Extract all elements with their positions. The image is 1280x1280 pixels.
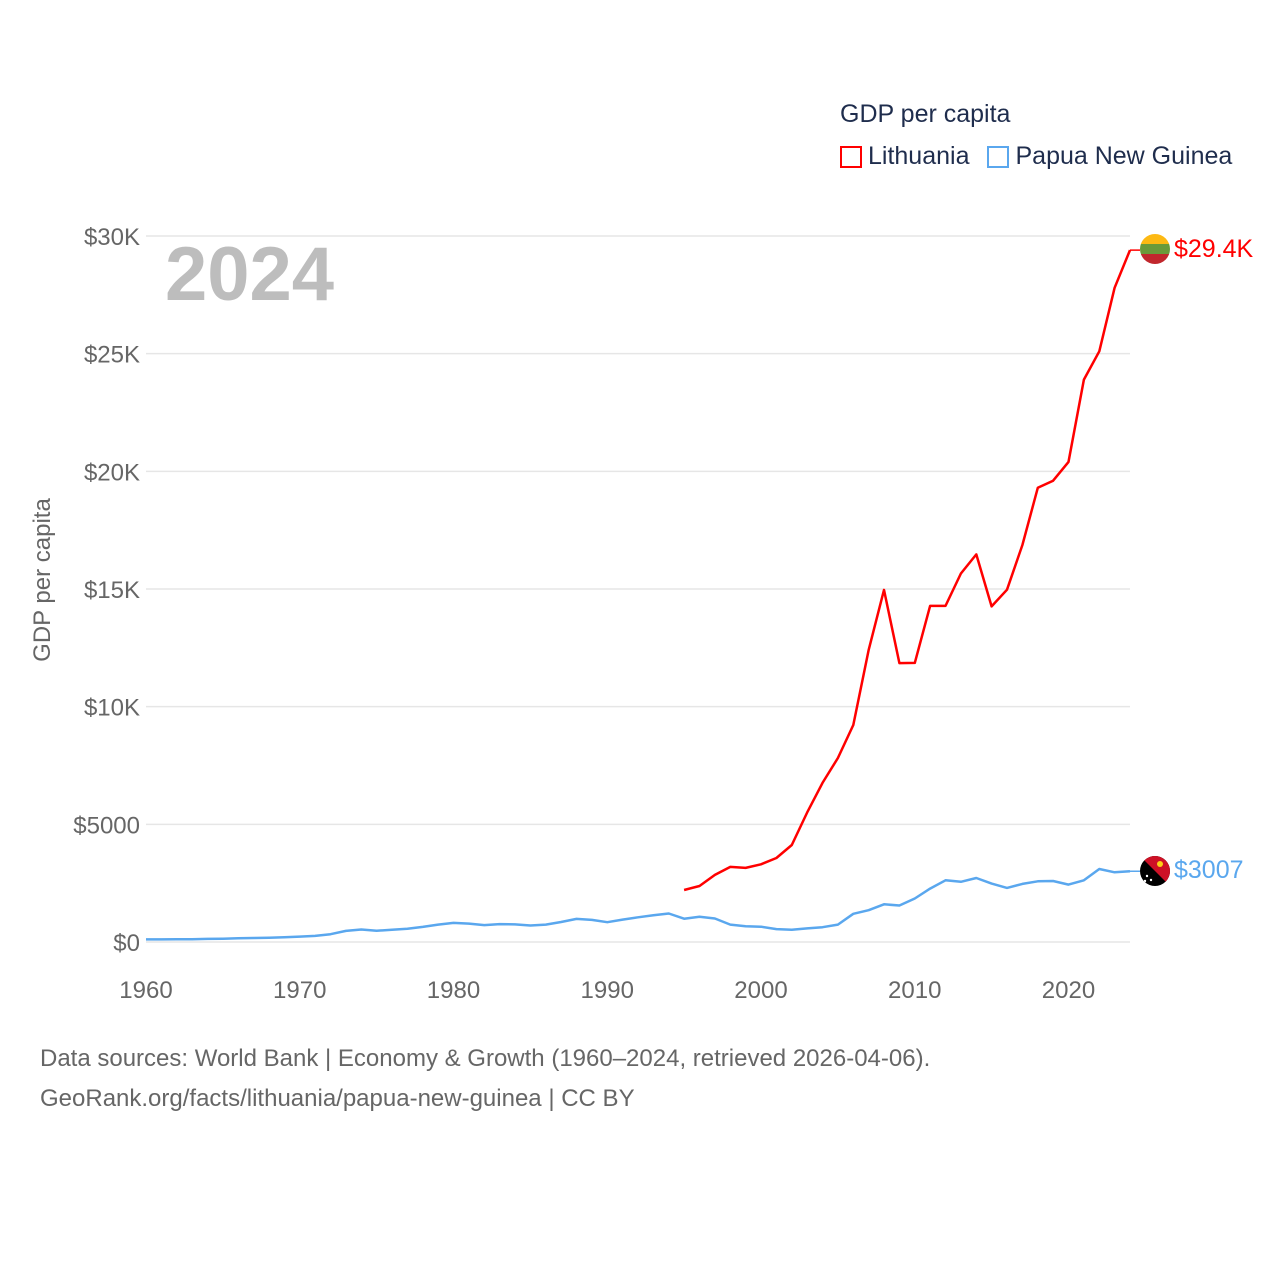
papua-new-guinea-end-label: $3007 bbox=[1174, 856, 1244, 884]
y-tick-label: $30K bbox=[84, 224, 140, 251]
legend-label: Lithuania bbox=[868, 142, 970, 170]
legend-swatch bbox=[987, 145, 1010, 168]
x-tick-label: 2020 bbox=[1042, 977, 1095, 1004]
legend-label: Papua New Guinea bbox=[1015, 142, 1233, 170]
lithuania-flag-icon bbox=[1140, 234, 1170, 264]
source-line-1: Data sources: World Bank | Economy & Gro… bbox=[40, 1045, 931, 1072]
y-tick-label: $25K bbox=[84, 342, 140, 369]
y-tick-label: $15K bbox=[84, 577, 140, 604]
lithuania-end-label: $29.4K bbox=[1174, 235, 1254, 263]
legend-item-lithuania[interactable]: Lithuania bbox=[840, 142, 969, 171]
x-tick-label: 2010 bbox=[888, 977, 941, 1004]
x-tick-label: 2000 bbox=[734, 977, 787, 1004]
x-tick-label: 1970 bbox=[273, 977, 326, 1004]
y-tick-label: $5000 bbox=[73, 812, 140, 839]
y-tick-label: $0 bbox=[113, 930, 140, 957]
papua-new-guinea-flag-icon bbox=[1140, 856, 1170, 886]
y-tick-label: $20K bbox=[84, 459, 140, 486]
x-tick-label: 1960 bbox=[119, 977, 172, 1004]
x-tick-label: 1980 bbox=[427, 977, 480, 1004]
series-line-lithuania bbox=[683, 249, 1132, 892]
y-tick-label: $10K bbox=[84, 695, 140, 722]
year-watermark: 2024 bbox=[165, 232, 334, 317]
legend-item-papua-new-guinea[interactable]: Papua New Guinea bbox=[987, 142, 1232, 171]
y-axis-label: GDP per capita bbox=[29, 498, 56, 662]
series-line-papua-new-guinea bbox=[146, 867, 1131, 941]
source-line-2[interactable]: GeoRank.org/facts/lithuania/papua-new-gu… bbox=[40, 1085, 635, 1112]
x-tick-label: 1990 bbox=[581, 977, 634, 1004]
legend-swatch bbox=[840, 145, 862, 168]
legend: Lithuania Papua New Guinea bbox=[840, 142, 1232, 171]
legend-title: GDP per capita bbox=[840, 100, 1011, 128]
